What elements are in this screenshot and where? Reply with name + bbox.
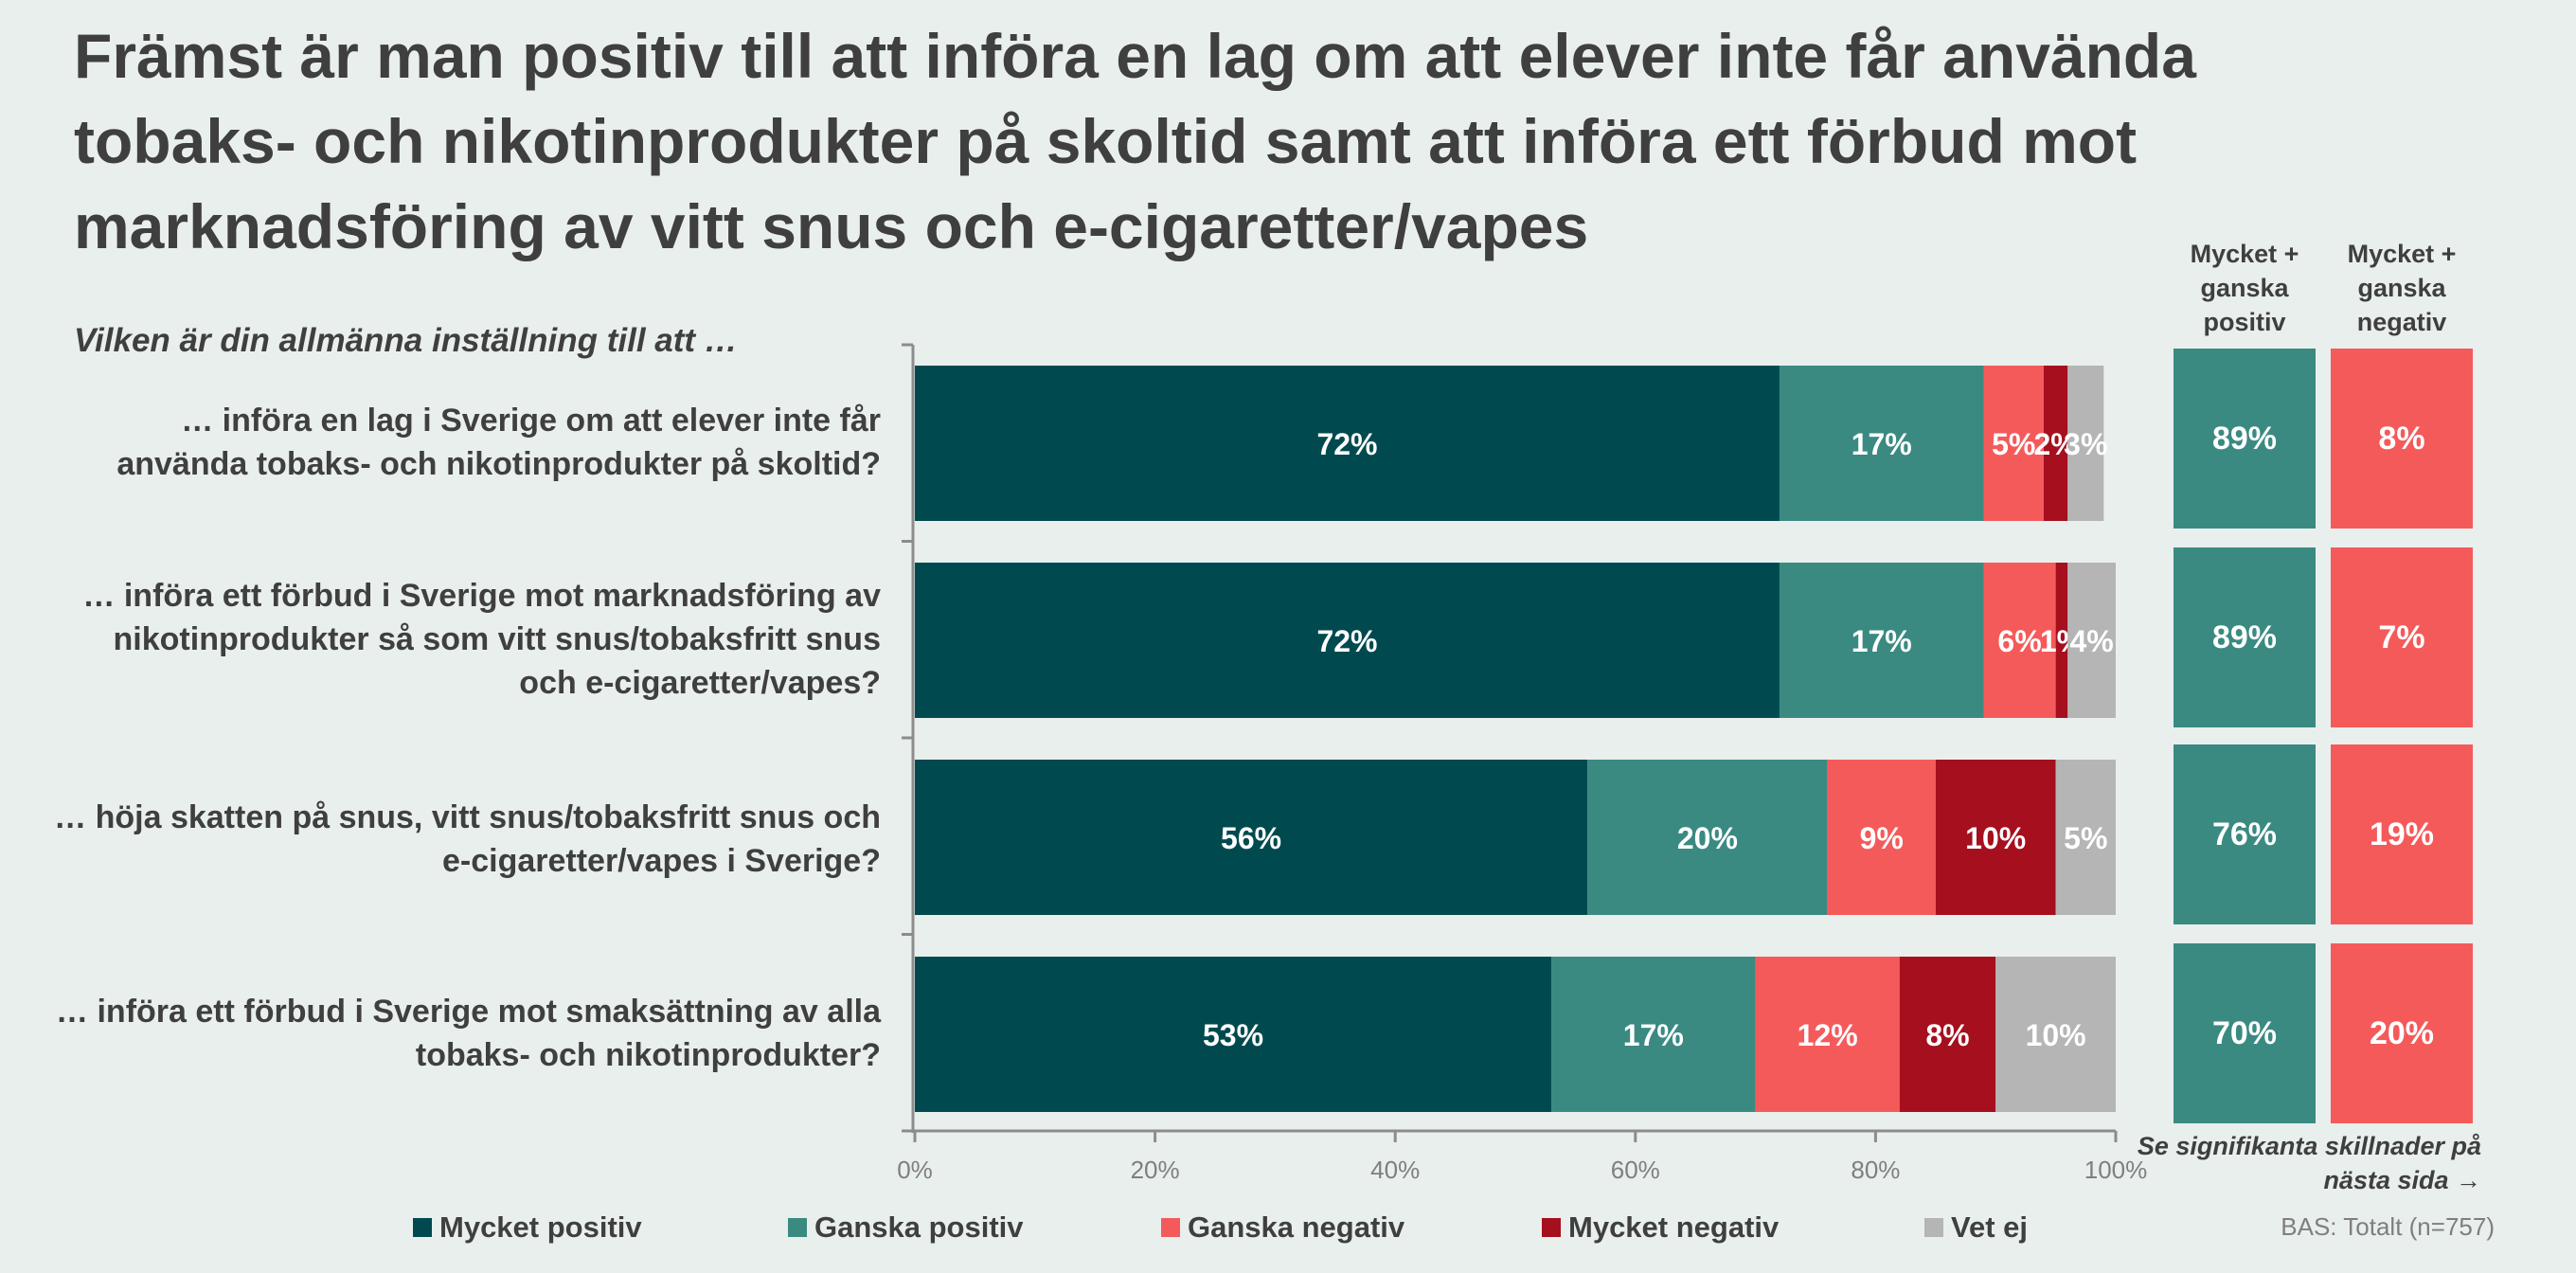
legend-label: Mycket negativ	[1568, 1210, 1780, 1244]
positive-summary-2: 89%	[2174, 547, 2316, 727]
data-label: 3%	[2064, 427, 2107, 461]
bar-segment	[1587, 760, 1828, 915]
bar-segment	[1935, 760, 2056, 915]
legend-label: Ganska negativ	[1188, 1210, 1405, 1244]
legend-swatch	[788, 1218, 807, 1237]
x-tick-label: 40%	[1370, 1156, 1420, 1184]
bar-segment	[915, 760, 1588, 915]
negative-summary-1: 8%	[2331, 349, 2473, 529]
bar-segment	[2043, 366, 2068, 521]
question-label-1: … införa en lag i Sverige om att elever …	[116, 403, 881, 482]
x-tick-label: 20%	[1131, 1156, 1180, 1184]
legend-label: Mycket positiv	[439, 1210, 642, 1244]
data-label: 5%	[1992, 427, 2035, 461]
bar-segment	[915, 957, 1552, 1112]
negative-summary-2: 7%	[2331, 547, 2473, 727]
significance-note: Se signifikanta skillnader på nästa sida…	[2137, 1132, 2481, 1194]
data-label: 10%	[2026, 1018, 2086, 1052]
bar-segment	[915, 366, 1780, 521]
legend-label: Ganska positiv	[814, 1210, 1024, 1244]
bar-segment	[1779, 366, 1984, 521]
bar-segment	[1995, 957, 2116, 1112]
data-label: 56%	[1221, 821, 1281, 855]
negative-summary-3: 19%	[2331, 744, 2473, 924]
legend-label: Vet ej	[1951, 1210, 2028, 1244]
bar-segment	[1899, 957, 1996, 1112]
bar-segment	[2055, 563, 2068, 718]
bar-segment	[915, 563, 1780, 718]
data-label: 12%	[1798, 1018, 1858, 1052]
data-label: 53%	[1203, 1018, 1263, 1052]
data-label: 20%	[1677, 821, 1738, 855]
data-label: 5%	[2064, 821, 2107, 855]
question-label-2: … införa ett förbud i Sverige mot markna…	[82, 578, 881, 701]
legend-item-ganska-positiv: Ganska positiv	[788, 1210, 1024, 1245]
data-label: 10%	[1965, 821, 2026, 855]
x-tick-label: 80%	[1851, 1156, 1900, 1184]
positive-summary-4: 70%	[2174, 943, 2316, 1123]
bar-segment	[1755, 957, 1900, 1112]
bar-segment	[1983, 366, 2044, 521]
positive-summary-1: 89%	[2174, 349, 2316, 529]
legend-swatch	[413, 1218, 432, 1237]
data-label: 9%	[1860, 821, 1904, 855]
data-label: 8%	[1925, 1018, 1969, 1052]
base-text: BAS: Totalt (n=757)	[2281, 1212, 2495, 1241]
x-tick-label: 100%	[2084, 1156, 2148, 1184]
legend-item-ganska-negativ: Ganska negativ	[1161, 1210, 1404, 1245]
bar-segment	[1983, 563, 2056, 718]
positive-summary-3: 76%	[2174, 744, 2316, 924]
legend-item-mycket-negativ: Mycket negativ	[1542, 1210, 1779, 1245]
legend-item-vet-ej: Vet ej	[1924, 1210, 2028, 1245]
legend-item-mycket-positiv: Mycket positiv	[413, 1210, 642, 1245]
data-label: 72%	[1316, 624, 1377, 658]
positive-summary-header: Mycket + ganska positiv	[2190, 240, 2299, 336]
bar-segment	[2055, 760, 2116, 915]
legend: Mycket positiv Ganska positiv Ganska neg…	[0, 1210, 2576, 1248]
data-label: 6%	[1997, 624, 2041, 658]
data-label: 4%	[2070, 624, 2114, 658]
data-label: 17%	[1852, 427, 1912, 461]
data-label: 72%	[1316, 427, 1377, 461]
bar-segment	[1551, 957, 1756, 1112]
bar-segment	[1779, 563, 1984, 718]
bar-segment	[2067, 563, 2116, 718]
question-label-3: … höja skatten på snus, vitt snus/tobaks…	[54, 799, 881, 879]
x-tick-label: 60%	[1611, 1156, 1660, 1184]
bar-segment	[1827, 760, 1936, 915]
x-tick-label: 0%	[897, 1156, 933, 1184]
bar-segment	[2067, 366, 2104, 521]
question-text: Vilken är din allmänna inställning till …	[74, 322, 738, 359]
data-label: 17%	[1852, 624, 1912, 658]
legend-swatch	[1542, 1218, 1561, 1237]
legend-swatch	[1161, 1218, 1180, 1237]
negative-summary-header: Mycket + ganska negativ	[2347, 240, 2457, 336]
question-label-4: … införa ett förbud i Sverige mot smaksä…	[56, 994, 881, 1073]
data-label: 17%	[1623, 1018, 1684, 1052]
negative-summary-4: 20%	[2331, 943, 2473, 1123]
legend-swatch	[1924, 1218, 1943, 1237]
chart-title: Främst är man positiv till att införa en…	[74, 21, 2196, 261]
